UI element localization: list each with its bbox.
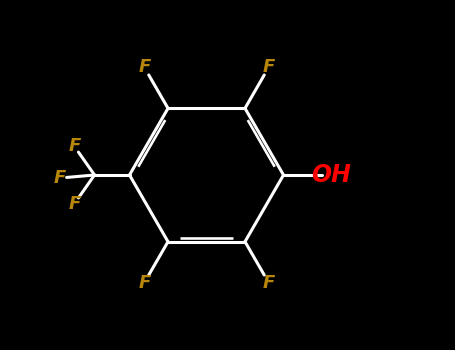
Text: F: F bbox=[54, 169, 66, 187]
Text: F: F bbox=[263, 58, 275, 76]
Text: F: F bbox=[138, 274, 151, 292]
Text: F: F bbox=[138, 58, 151, 76]
Text: F: F bbox=[263, 274, 275, 292]
Text: F: F bbox=[68, 195, 81, 213]
Text: OH: OH bbox=[311, 163, 351, 187]
Text: F: F bbox=[68, 137, 81, 155]
